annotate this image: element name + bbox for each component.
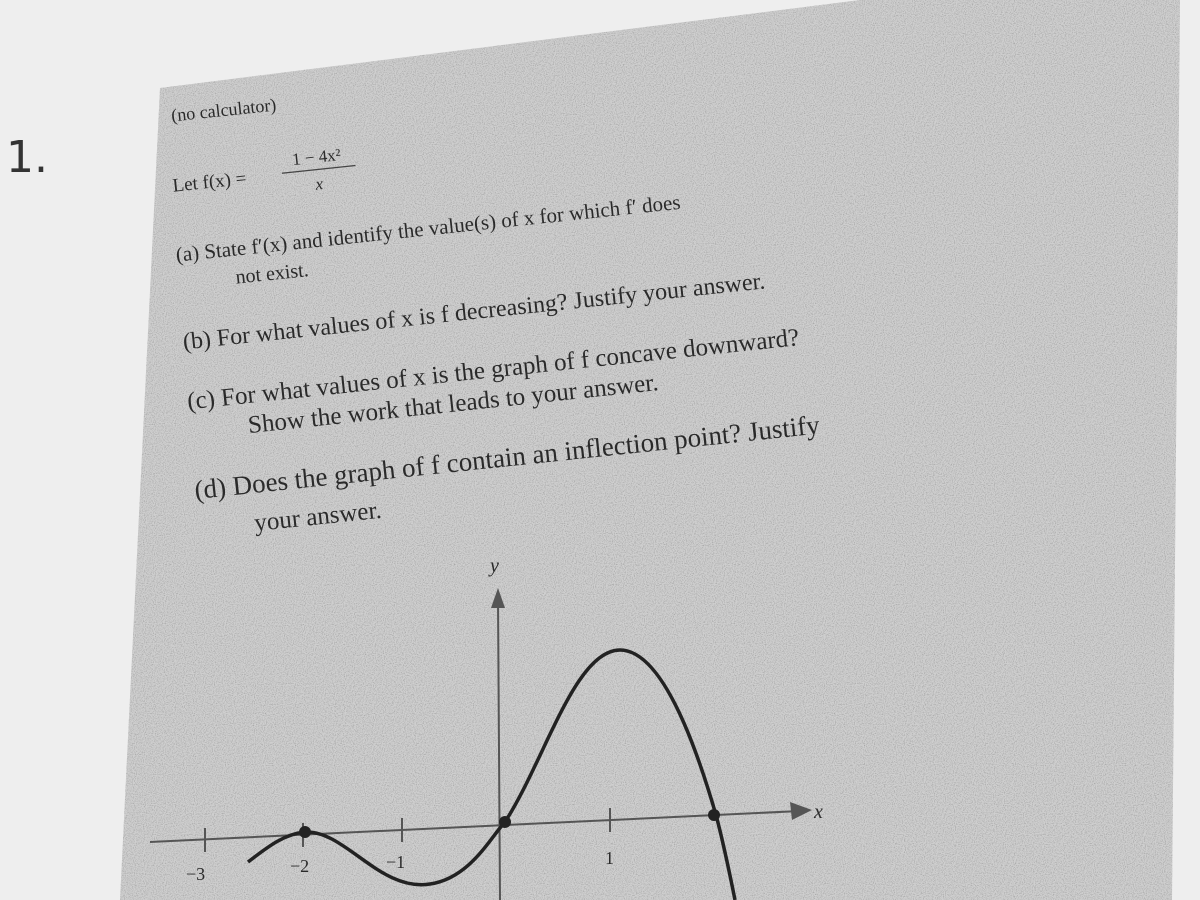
point xyxy=(708,809,720,821)
tick-label: −2 xyxy=(290,856,309,876)
tick-label: −1 xyxy=(386,852,405,872)
y-axis xyxy=(497,599,501,900)
x-label: x xyxy=(813,801,823,823)
tick-label: 1 xyxy=(605,848,614,868)
point xyxy=(299,826,311,838)
point xyxy=(499,816,511,828)
y-arrow xyxy=(491,588,505,608)
curve xyxy=(246,648,737,900)
numerator: 1 − 4x² xyxy=(291,145,341,169)
denominator: x xyxy=(313,174,324,194)
graph: y x −3 −2 −1 1 xyxy=(149,555,823,900)
x-axis xyxy=(149,810,801,843)
fraction-bar xyxy=(281,164,356,174)
x-arrow xyxy=(790,802,812,820)
paper-texture xyxy=(120,0,1180,900)
problem-number: 1. xyxy=(6,132,48,183)
tick-label: −3 xyxy=(186,864,205,884)
y-label: y xyxy=(488,555,499,577)
